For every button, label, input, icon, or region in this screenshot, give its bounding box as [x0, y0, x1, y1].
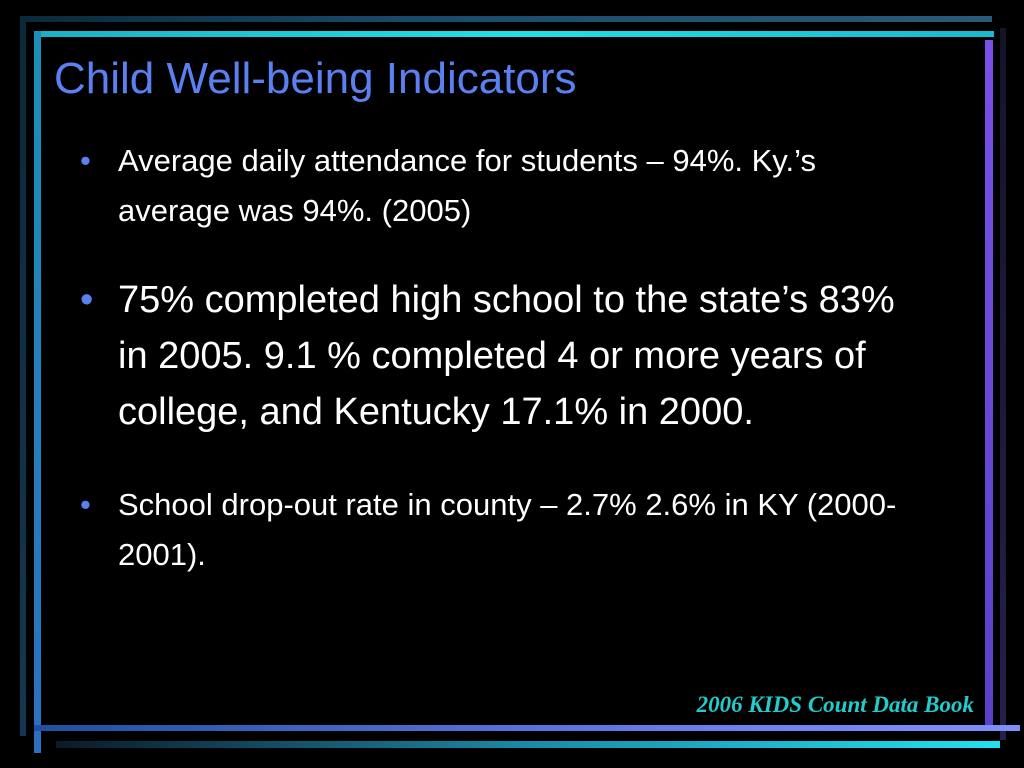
decor-bar [985, 40, 993, 726]
decor-bar [20, 16, 992, 22]
bullet: 75% completed high school to the state’s… [80, 272, 910, 440]
decor-bar [1000, 28, 1006, 740]
bullet: Average daily attendance for students – … [80, 136, 910, 236]
slide-title: Child Well-being Indicators [54, 54, 577, 103]
decor-bar [20, 16, 26, 736]
decor-bar [56, 741, 1000, 748]
source-note: 2006 KIDS Count Data Book [696, 692, 974, 717]
bullet-list: Average daily attendance for students – … [80, 136, 910, 580]
bullet: School drop-out rate in county – 2.7% 2.… [80, 480, 910, 580]
decor-bar [34, 725, 1020, 731]
decor-bar [34, 31, 41, 753]
decor-bar [34, 31, 994, 37]
